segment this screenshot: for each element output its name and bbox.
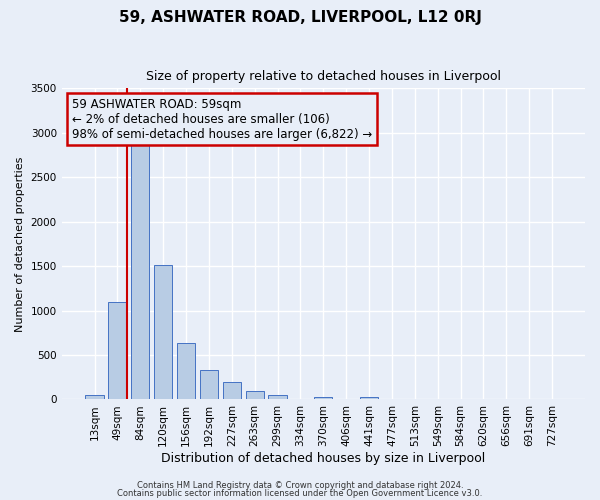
X-axis label: Distribution of detached houses by size in Liverpool: Distribution of detached houses by size … [161,452,485,465]
Bar [268,395,287,400]
Bar [200,370,218,400]
Text: Contains HM Land Registry data © Crown copyright and database right 2024.: Contains HM Land Registry data © Crown c… [137,481,463,490]
Bar [154,265,172,400]
Bar [360,397,378,400]
Bar [109,302,127,400]
Bar [223,382,241,400]
Bar [245,391,264,400]
Bar [85,395,104,400]
Text: 59, ASHWATER ROAD, LIVERPOOL, L12 0RJ: 59, ASHWATER ROAD, LIVERPOOL, L12 0RJ [119,10,481,25]
Title: Size of property relative to detached houses in Liverpool: Size of property relative to detached ho… [146,70,501,83]
Y-axis label: Number of detached properties: Number of detached properties [15,156,25,332]
Bar [177,342,195,400]
Bar [314,397,332,400]
Text: 59 ASHWATER ROAD: 59sqm
← 2% of detached houses are smaller (106)
98% of semi-de: 59 ASHWATER ROAD: 59sqm ← 2% of detached… [72,98,373,140]
Text: Contains public sector information licensed under the Open Government Licence v3: Contains public sector information licen… [118,488,482,498]
Bar [131,140,149,400]
